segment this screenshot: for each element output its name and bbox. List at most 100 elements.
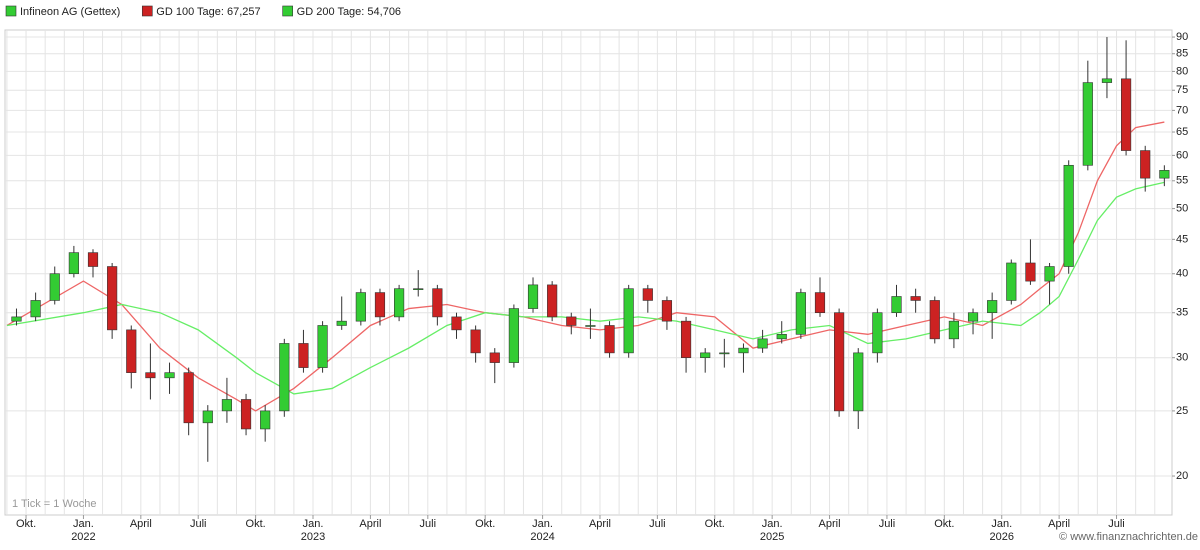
candle-body <box>757 338 768 349</box>
x-tick-label: Jan. <box>303 518 324 530</box>
annotation: 1 Tick = 1 Woche <box>12 498 96 510</box>
watermark: © www.finanznachrichten.de <box>1059 531 1198 543</box>
candle-body <box>145 372 156 379</box>
x-year-label: 2023 <box>301 531 325 543</box>
candle-body <box>126 329 137 373</box>
candle-body <box>1121 78 1132 151</box>
candle-body <box>394 288 405 318</box>
y-tick-label: 75 <box>1176 84 1188 96</box>
candle-body <box>1025 262 1036 282</box>
candle-body <box>891 296 902 313</box>
x-tick-label: Juli <box>649 518 666 530</box>
y-tick-label: 45 <box>1176 233 1188 245</box>
candle-body <box>700 352 711 358</box>
candle-body <box>604 325 615 354</box>
x-tick-label: Jan. <box>73 518 94 530</box>
candle-body <box>508 308 519 363</box>
legend-label: GD 100 Tage: 67,257 <box>156 6 260 18</box>
candle-body <box>527 284 539 309</box>
x-tick-label: Okt. <box>16 518 36 530</box>
candle-body <box>623 288 634 354</box>
candle-body <box>719 352 730 355</box>
candle-body <box>470 329 481 354</box>
x-tick-label: April <box>589 518 611 530</box>
y-tick-label: 65 <box>1176 126 1188 138</box>
y-tick-label: 90 <box>1176 31 1188 43</box>
candle-body <box>221 399 233 412</box>
moving-average-line <box>6 181 1165 395</box>
candle-body <box>834 312 845 412</box>
legend-swatch <box>282 5 293 17</box>
candle-body <box>202 410 213 424</box>
x-tick-label: Okt. <box>246 518 266 530</box>
candle-body <box>661 300 673 322</box>
x-tick-label: Jan. <box>762 518 783 530</box>
candle-body <box>279 343 290 412</box>
candle-body <box>298 343 309 368</box>
legend-swatch <box>5 5 17 17</box>
x-tick-label: April <box>130 518 152 530</box>
x-tick-label: Juli <box>879 518 896 530</box>
candle-body <box>87 252 99 267</box>
candle-body <box>30 300 41 318</box>
x-tick-label: Juli <box>420 518 437 530</box>
x-tick-label: Okt. <box>475 518 495 530</box>
x-tick-label: Juli <box>1108 518 1125 530</box>
candle-body <box>872 312 883 354</box>
candle-body <box>566 316 577 326</box>
candle-body <box>183 372 194 424</box>
y-tick-label: 85 <box>1176 48 1188 60</box>
y-tick-label: 30 <box>1176 352 1188 364</box>
x-tick-label: Okt. <box>934 518 954 530</box>
x-tick-label: Juli <box>190 518 207 530</box>
x-year-label: 2024 <box>530 531 554 543</box>
candle-body <box>967 312 979 322</box>
y-tick-label: 40 <box>1176 268 1188 280</box>
x-year-label: 2022 <box>71 531 95 543</box>
plot-area <box>4 29 1173 516</box>
y-tick-label: 25 <box>1176 405 1188 417</box>
candle-body <box>374 292 386 318</box>
y-tick-label: 80 <box>1176 65 1188 77</box>
y-tick-label: 20 <box>1176 470 1188 482</box>
x-year-label: 2026 <box>989 531 1013 543</box>
plot <box>6 37 1170 462</box>
candle-body <box>413 288 424 290</box>
y-tick-label: 50 <box>1176 203 1188 215</box>
candle-body <box>1082 82 1093 166</box>
candle-body <box>1044 266 1055 282</box>
candle-body <box>680 320 692 358</box>
x-tick-label: Jan. <box>991 518 1012 530</box>
candle-body <box>489 352 500 363</box>
candle-body <box>642 288 653 301</box>
candle-body <box>355 292 366 322</box>
candle-body <box>164 372 175 379</box>
x-tick-label: Jan. <box>532 518 553 530</box>
y-tick-label: 70 <box>1176 104 1188 116</box>
candle-body <box>547 284 558 318</box>
legend-label: GD 200 Tage: 54,706 <box>297 6 401 18</box>
grid <box>5 30 1172 515</box>
candle-body <box>107 266 118 331</box>
candle-body <box>317 325 328 368</box>
candle-body <box>585 325 596 327</box>
candle-body <box>929 300 940 340</box>
candle-body <box>240 399 252 430</box>
candle-body <box>1159 170 1170 179</box>
legend-label: Infineon AG (Gettex) <box>20 6 120 18</box>
legend: Infineon AG (Gettex) GD 100 Tage: 67,257 G… <box>5 5 401 18</box>
candle-body <box>1101 78 1113 83</box>
candle-body <box>68 252 79 275</box>
candle-body <box>451 316 462 331</box>
candle-body <box>910 296 921 301</box>
candle-body <box>814 292 826 313</box>
candle-body <box>987 300 998 313</box>
y-tick-label: 60 <box>1176 149 1188 161</box>
candle-body <box>11 316 22 322</box>
candle-body <box>49 273 60 301</box>
candle-body <box>432 288 443 318</box>
candle-body <box>1140 150 1151 179</box>
x-tick-label: April <box>359 518 381 530</box>
